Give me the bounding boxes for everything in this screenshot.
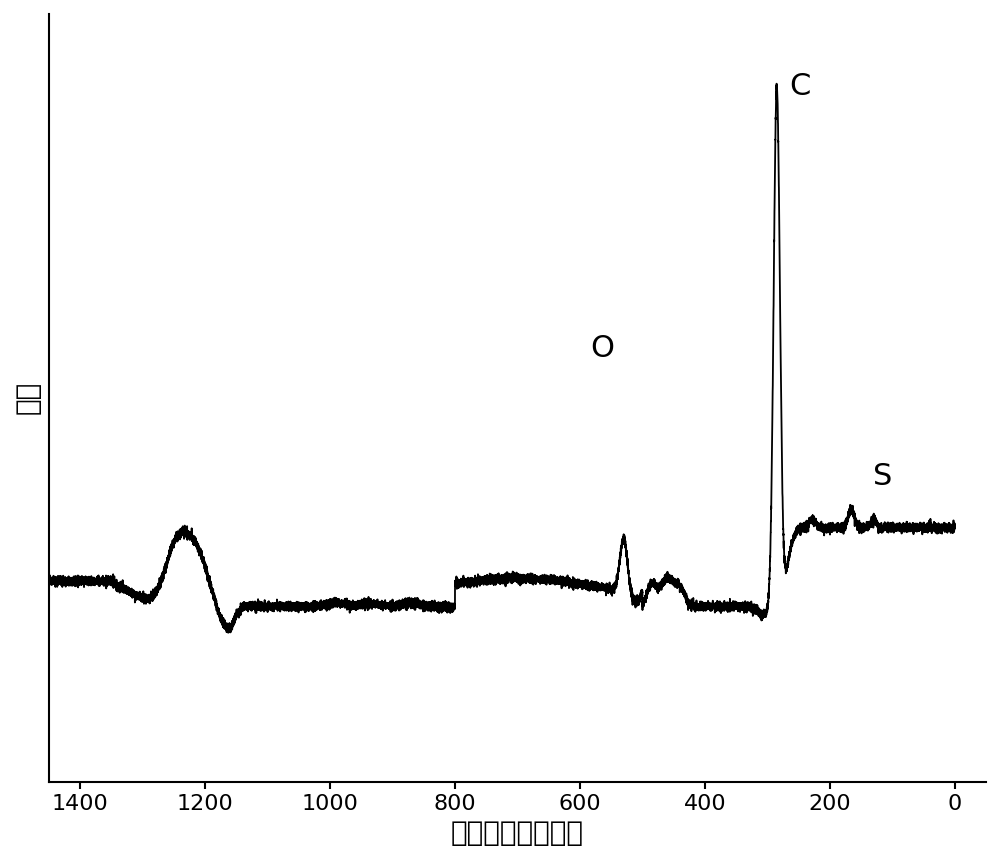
Text: C: C bbox=[789, 72, 811, 101]
Text: O: O bbox=[590, 334, 614, 363]
Text: S: S bbox=[873, 461, 893, 491]
Y-axis label: 强度: 强度 bbox=[14, 381, 42, 414]
X-axis label: 结合能（电子伏）: 结合能（电子伏） bbox=[451, 819, 584, 847]
